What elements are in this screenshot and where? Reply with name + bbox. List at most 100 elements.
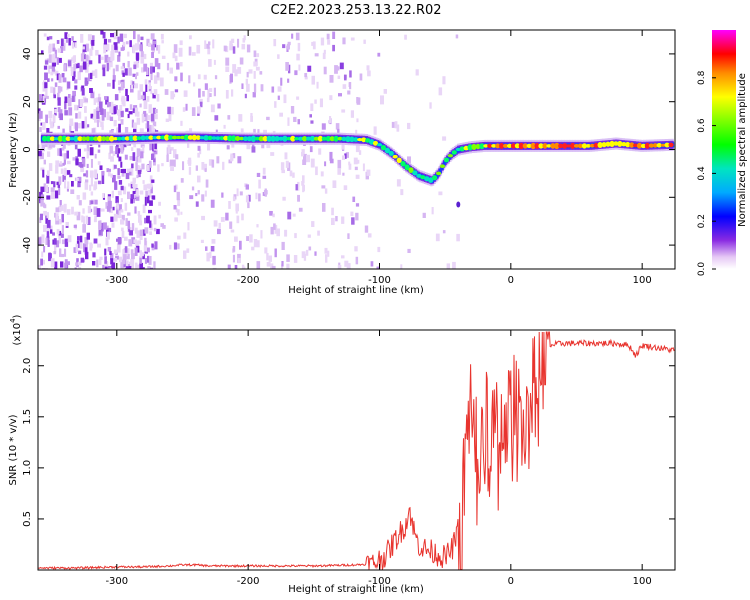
snr-multiplier-exp: 4 [9, 318, 17, 323]
spectrogram-ridge-core [274, 136, 280, 142]
spectrogram-noise-cell [244, 93, 247, 99]
spectrogram-noise-cell [64, 32, 68, 39]
spectrogram-ridge-core [235, 136, 241, 141]
spectrogram-noise-cell [61, 225, 64, 234]
spectrogram-noise-cell [59, 248, 62, 257]
spectrogram-noise-cell [230, 229, 235, 233]
spectrogram-noise-cell [135, 162, 138, 171]
spectrogram-noise-cell [95, 50, 99, 56]
spectrogram-noise-cell [92, 116, 97, 120]
spectrogram-noise-cell [149, 231, 152, 235]
spectrogram-noise-cell [64, 238, 69, 247]
spectrogram-noise-cell [81, 215, 84, 223]
spectrogram-noise-cell [309, 114, 312, 118]
spectrogram-ridge-core [542, 143, 548, 149]
snr-xlabel: Height of straight line (km) [288, 584, 424, 595]
spectrogram-noise-cell [139, 190, 144, 195]
spectrogram-ridge-mid [438, 168, 442, 174]
spectrogram-ridge-core [570, 142, 576, 149]
spectrogram-ridge-core [400, 161, 406, 167]
spectrogram-noise-cell [238, 114, 243, 122]
spectrogram-noise-cell [132, 177, 136, 183]
spectrogram-noise-cell [135, 75, 137, 80]
spectrogram-noise-cell [404, 34, 407, 40]
spectrogram-noise-cell [95, 107, 99, 112]
spectrogram-ridge-core [554, 142, 560, 150]
spectrogram-noise-cell [116, 243, 121, 253]
colorbar-tick-label: 0.0 [697, 262, 707, 277]
spectrogram-noise-cell [55, 240, 60, 248]
spectrogram-ridge-core [396, 157, 402, 164]
spectrogram-noise-cell [81, 88, 85, 96]
spectrogram-noise-cell [90, 159, 93, 168]
spectrogram-noise-cell [141, 67, 145, 73]
spectrogram-noise-cell [72, 157, 76, 161]
spectrogram-ridge-core [420, 175, 426, 180]
spectrogram-noise-cell [199, 101, 203, 108]
spectrogram-noise-cell [147, 115, 151, 121]
spectrogram-noise-cell [122, 41, 126, 47]
spectrogram-noise-cell [169, 67, 173, 74]
spectrogram-noise-cell [119, 105, 123, 111]
spectrogram-noise-cell [58, 234, 61, 244]
spectrogram-noise-cell [307, 65, 312, 72]
spectrogram-noise-cell [367, 70, 371, 77]
spectrogram-noise-cell [295, 184, 298, 191]
spectrogram-noise-cell [84, 106, 87, 113]
spectrogram-noise-cell [46, 212, 49, 219]
spectrogram-noise-cell [146, 121, 150, 129]
spectrogram-noise-cell [174, 217, 178, 222]
spectrogram-noise-cell [168, 113, 172, 122]
spectrogram-noise-cell [143, 184, 148, 191]
spectrogram-noise-cell [180, 72, 183, 82]
spectrogram-isolated-blob [456, 201, 461, 208]
spectrogram-noise-cell [59, 148, 62, 157]
spectrogram-noise-cell [91, 35, 95, 41]
spectrogram-noise-cell [120, 169, 125, 173]
spectrogram-ridge-core [258, 136, 264, 142]
spectrogram-noise-cell [166, 154, 169, 162]
snr-multiplier: (x104) [9, 314, 23, 345]
spectrogram-noise-cell [53, 94, 56, 99]
spectrogram-noise-cell [438, 87, 443, 96]
spectrogram-ridge-core [191, 134, 197, 141]
spectrogram-noise-cell [363, 39, 366, 44]
spectrogram-noise-cell [47, 151, 51, 157]
spectrogram-noise-cell [85, 251, 89, 260]
spectrogram-ridge-core [546, 144, 552, 148]
spectrogram-noise-cell [195, 193, 198, 197]
spectrogram-noise-cell [116, 202, 119, 209]
spectrogram-noise-cell [122, 62, 125, 68]
spectrogram-noise-cell [167, 144, 171, 154]
spectrogram-noise-cell [120, 259, 124, 268]
spectrogram-noise-cell [99, 101, 103, 109]
snr-x-tick-label: 0 [508, 576, 514, 587]
spectrogram-noise-cell [57, 97, 61, 106]
spectrogram-noise-cell [125, 218, 128, 226]
spectrogram-noise-cell [353, 157, 358, 165]
spectrogram-ridge-core [160, 135, 166, 140]
spectrogram-noise-cell [276, 228, 280, 237]
spectrogram-noise-cell [197, 106, 201, 114]
spectrogram-noise-cell [144, 258, 147, 264]
spectrogram-noise-cell [147, 266, 151, 269]
spectrogram-noise-cell [134, 83, 138, 89]
spectrogram-noise-cell [50, 258, 55, 267]
spectrogram-noise-cell [84, 181, 89, 190]
spectrogram-noise-cell [116, 238, 120, 242]
spectrogram-ridge-core [270, 135, 276, 142]
spectrogram-ridge-core [357, 138, 363, 142]
spectrogram-noise-cell [172, 93, 176, 98]
spectrogram-noise-cell [273, 39, 277, 47]
spectrogram-noise-cell [108, 207, 113, 214]
spectrogram-noise-cell [400, 189, 404, 196]
spectrogram-ridge-core [597, 142, 603, 148]
spectrogram-noise-cell [335, 123, 340, 130]
spectrogram-noise-cell [92, 261, 96, 266]
spectrogram-noise-cell [96, 110, 100, 119]
spectrogram-noise-cell [234, 236, 238, 242]
spectrogram-noise-cell [319, 98, 323, 108]
spectrogram-ridge-core [652, 143, 658, 148]
spectrogram-noise-cell [136, 117, 141, 125]
spectrogram-noise-cell [293, 116, 297, 122]
